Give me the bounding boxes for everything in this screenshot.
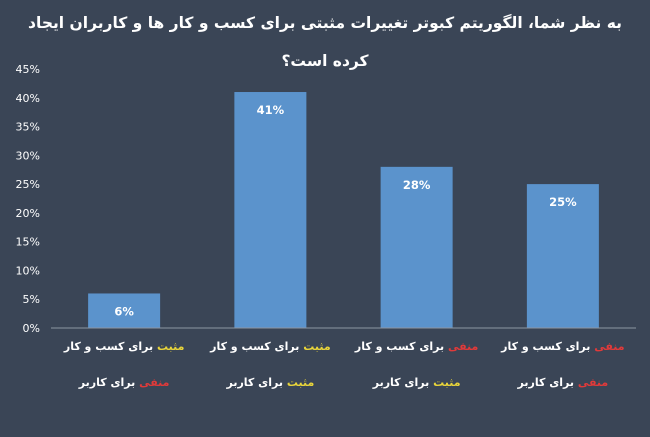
y-tick-label: 10% bbox=[16, 264, 40, 277]
bar bbox=[234, 92, 307, 329]
category-suffix: برای کاربر bbox=[372, 376, 434, 389]
y-tick-label: 0% bbox=[23, 322, 40, 335]
bar-value-label: 41% bbox=[257, 103, 285, 117]
bar-value-label: 28% bbox=[403, 178, 431, 192]
y-tick-label: 20% bbox=[16, 207, 40, 220]
category-business-line: مثبت برای کسب و کار bbox=[51, 340, 197, 353]
category-suffix: برای کسب و کار bbox=[354, 340, 448, 353]
category-user-line: مثبت برای کاربر bbox=[197, 376, 343, 389]
sentiment-word: مثبت bbox=[156, 340, 185, 353]
y-tick-label: 35% bbox=[16, 121, 40, 134]
category-business-line: منفی برای کسب و کار bbox=[490, 340, 636, 353]
bar-value-label: 25% bbox=[549, 195, 577, 209]
category-suffix: برای کاربر bbox=[517, 376, 578, 389]
sentiment-word: منفی bbox=[139, 376, 170, 389]
category-suffix: برای کسب و کار bbox=[210, 340, 304, 353]
y-tick-label: 15% bbox=[16, 236, 40, 249]
category-suffix: برای کسب و کار bbox=[501, 340, 595, 353]
bar bbox=[526, 184, 599, 328]
bar-series: 6% 41% 28% 25% bbox=[88, 92, 599, 329]
chart-title: به نظر شما، الگوریتم کبوتر تغییرات مثبتی… bbox=[28, 14, 622, 70]
category-user-line: مثبت برای کاربر bbox=[344, 376, 490, 389]
y-tick-label: 45% bbox=[16, 63, 40, 76]
category-suffix: برای کاربر bbox=[78, 376, 140, 389]
sentiment-word: منفی bbox=[447, 340, 479, 353]
y-tick-label: 5% bbox=[23, 293, 40, 306]
category-suffix: برای کاربر bbox=[226, 376, 287, 389]
y-tick-label: 25% bbox=[16, 178, 40, 191]
sentiment-word: مثبت bbox=[303, 340, 331, 353]
sentiment-word: منفی bbox=[577, 376, 609, 389]
category-business-line: منفی برای کسب و کار bbox=[344, 340, 490, 353]
bar bbox=[88, 293, 161, 328]
sentiment-word: مثبت bbox=[286, 376, 315, 389]
category-user-line: منفی برای کاربر bbox=[490, 376, 636, 389]
y-tick-label: 40% bbox=[16, 92, 40, 105]
sentiment-word: مثبت bbox=[433, 376, 461, 389]
bar-value-label: 6% bbox=[114, 304, 134, 318]
y-axis: 0% 5% 10% 15% 20% 25% 30% 35% 40% 45% bbox=[16, 63, 40, 335]
category-suffix: برای کسب و کار bbox=[63, 340, 157, 353]
category-user-line: منفی برای کاربر bbox=[51, 376, 197, 389]
sentiment-word: منفی bbox=[594, 340, 625, 353]
bar bbox=[380, 166, 453, 328]
y-tick-label: 30% bbox=[16, 149, 40, 162]
category-business-line: مثبت برای کسب و کار bbox=[197, 340, 343, 353]
